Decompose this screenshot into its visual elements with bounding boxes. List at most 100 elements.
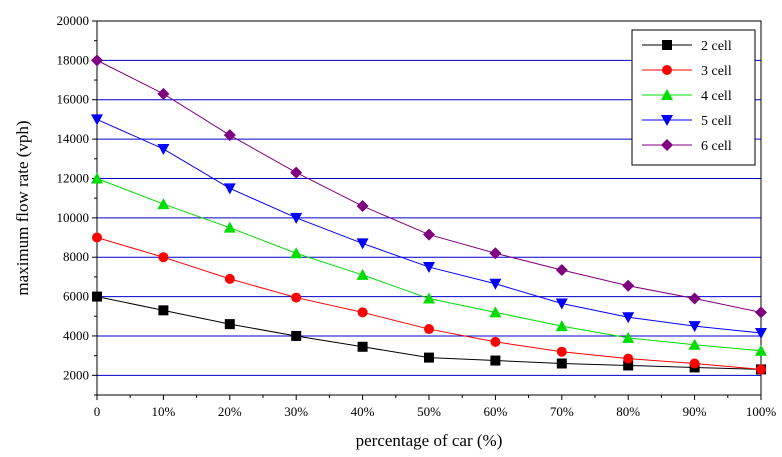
y-tick-label: 10000 <box>57 210 90 225</box>
legend-marker <box>661 115 673 126</box>
data-point <box>92 291 102 302</box>
data-point <box>555 320 568 332</box>
data-point <box>290 166 303 179</box>
data-point <box>556 346 567 357</box>
y-tick-label: 2000 <box>63 367 89 382</box>
legend-item: 3 cell <box>642 64 732 79</box>
data-point <box>489 306 502 318</box>
legend-box <box>631 29 756 166</box>
data-point <box>622 312 635 324</box>
legend-marker <box>662 40 672 50</box>
data-point <box>623 360 634 371</box>
y-tick-label: 14000 <box>57 131 90 146</box>
legend-marker <box>662 65 672 75</box>
x-tick-label: 40% <box>351 404 375 419</box>
data-point <box>622 331 635 343</box>
x-tick-label: 50% <box>417 404 441 419</box>
data-point <box>490 336 501 347</box>
data-point <box>356 238 369 250</box>
series-group <box>91 54 767 375</box>
data-point <box>490 355 501 366</box>
legend-label: 2 cell <box>701 39 732 54</box>
data-point <box>688 321 701 333</box>
data-point <box>91 114 103 126</box>
data-point <box>555 264 568 277</box>
legend-label: 3 cell <box>701 64 732 79</box>
data-point <box>755 327 767 339</box>
data-point <box>224 319 235 330</box>
y-tick-label: 12000 <box>57 170 90 185</box>
data-point <box>555 298 568 310</box>
data-point <box>157 87 170 100</box>
legend-marker <box>661 139 673 151</box>
data-point <box>356 200 369 213</box>
data-point <box>423 292 435 304</box>
data-point <box>291 330 302 341</box>
data-point <box>556 358 567 369</box>
x-tick-label: 10% <box>151 404 175 419</box>
data-point <box>423 262 435 274</box>
legend-marker <box>661 89 673 100</box>
data-point <box>756 364 766 375</box>
data-point <box>158 305 169 316</box>
data-point <box>622 279 635 292</box>
legend-label: 6 cell <box>701 139 732 154</box>
data-point <box>689 358 700 369</box>
data-point <box>158 252 169 263</box>
y-axis-title: maximum flow rate (vph) <box>13 120 32 295</box>
y-tick-label: 4000 <box>63 328 89 343</box>
data-point <box>424 352 434 363</box>
series-6-cell <box>91 54 767 319</box>
legend-item: 5 cell <box>642 114 732 129</box>
y-tick-label: 16000 <box>57 92 90 107</box>
x-tick-label: 0 <box>94 404 101 419</box>
data-point <box>290 247 303 259</box>
data-point <box>92 232 102 243</box>
data-point <box>157 143 170 155</box>
legend: 2 cell 3 cell 4 cell 5 cell 6 cell <box>631 29 756 166</box>
legend-item: 2 cell <box>642 39 732 54</box>
data-point <box>424 324 434 335</box>
data-point <box>357 307 368 318</box>
data-point <box>356 268 369 280</box>
data-point <box>223 183 236 195</box>
y-tick-label: 8000 <box>63 249 89 264</box>
legend-item: 6 cell <box>642 139 732 154</box>
series-5-cell <box>91 114 767 339</box>
data-point <box>290 212 303 224</box>
data-point <box>688 338 701 350</box>
data-point <box>91 172 103 184</box>
x-tick-label: 70% <box>550 404 574 419</box>
data-point <box>224 273 235 284</box>
data-point <box>357 341 368 352</box>
y-tick-label: 18000 <box>57 52 90 67</box>
legend-item: 4 cell <box>642 89 732 104</box>
x-tick-label: 100% <box>746 404 777 419</box>
x-tick-label: 30% <box>284 404 308 419</box>
data-point <box>623 353 634 364</box>
x-axis-title: percentage of car (%) <box>356 431 503 450</box>
data-point <box>755 344 767 356</box>
legend-label: 5 cell <box>701 114 732 129</box>
data-point <box>489 278 502 290</box>
data-point <box>157 198 170 210</box>
legend-label: 4 cell <box>701 89 732 104</box>
data-point <box>688 292 701 305</box>
x-tick-label: 80% <box>616 404 640 419</box>
x-tick-label: 20% <box>218 404 242 419</box>
series-3-cell <box>92 232 766 375</box>
data-point <box>423 228 435 241</box>
x-tick-label: 60% <box>483 404 507 419</box>
y-tick-label: 6000 <box>63 289 89 304</box>
data-point <box>223 129 236 142</box>
data-point <box>223 221 236 233</box>
data-point <box>91 54 103 67</box>
y-tick-label: 20000 <box>57 13 90 28</box>
series-4-cell <box>91 172 767 356</box>
data-point <box>755 306 767 319</box>
axis-ticks: 2000 4000 6000 8000 10000 12000 14000 16000 1800… <box>57 13 777 419</box>
x-tick-label: 90% <box>683 404 707 419</box>
data-point <box>489 247 502 260</box>
data-point <box>291 292 302 303</box>
